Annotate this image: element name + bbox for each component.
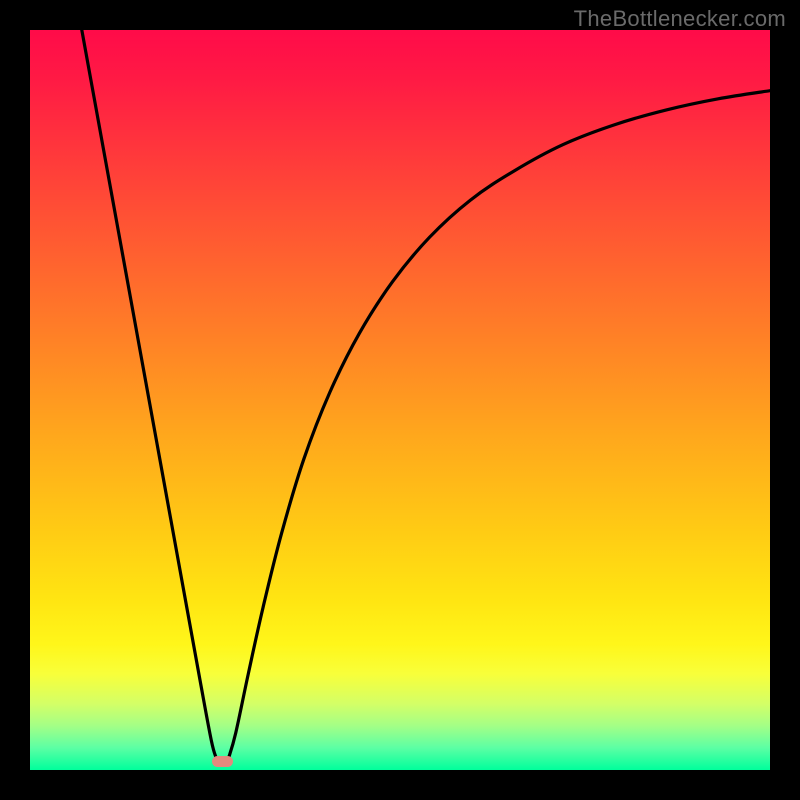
curve-right-branch — [228, 91, 770, 759]
watermark-text: TheBottlenecker.com — [574, 6, 786, 32]
optimal-point-marker — [212, 756, 233, 767]
curve-left-branch — [82, 30, 217, 759]
chart-container: TheBottlenecker.com — [0, 0, 800, 800]
bottleneck-curve — [30, 30, 770, 770]
